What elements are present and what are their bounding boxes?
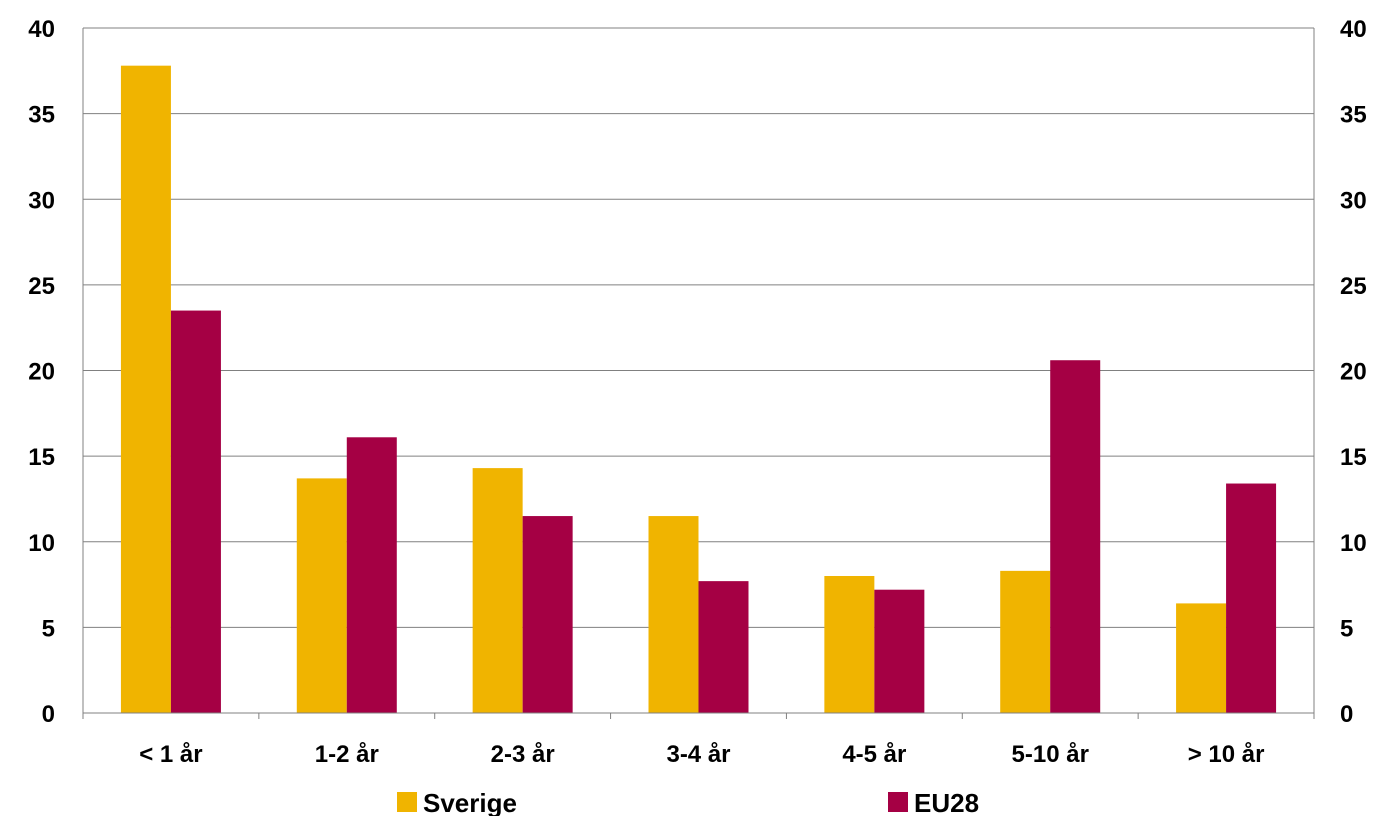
y-tick-label: 20: [28, 359, 55, 386]
bar-sverige: [1000, 570, 1051, 713]
bar-eu28: [1226, 483, 1277, 713]
y2-tick-label: 35: [1340, 102, 1367, 129]
bar-eu28: [698, 581, 749, 713]
y2-tick-label: 10: [1340, 530, 1367, 557]
y-tick-label: 40: [28, 16, 55, 43]
legend-swatch-sverige: [397, 792, 417, 812]
bar-sverige: [824, 576, 875, 713]
axes: [82, 28, 1315, 719]
x-tick-label: 3-4 år: [666, 741, 730, 768]
bar-sverige: [120, 65, 171, 714]
y-tick-label: 5: [42, 615, 55, 642]
x-tick-label: < 1 år: [139, 741, 202, 768]
gridlines: [83, 27, 1314, 628]
y-tick-label: 10: [28, 530, 55, 557]
y-axis-right: 0 5 10 15 20 25 30 35 40: [1340, 16, 1367, 728]
y-tick-label: 15: [28, 444, 55, 471]
y2-tick-label: 30: [1340, 187, 1367, 214]
bar-sverige: [1176, 603, 1227, 713]
bars: [120, 65, 1277, 714]
x-tick-label: 5-10 år: [1012, 741, 1089, 768]
bar-eu28: [874, 589, 925, 713]
legend: Sverige EU28: [397, 788, 979, 816]
y-tick-label: 30: [28, 187, 55, 214]
legend-label-eu28: EU28: [914, 788, 979, 816]
x-tick-label: 1-2 år: [315, 741, 379, 768]
x-axis: < 1 år 1-2 år 2-3 år 3-4 år 4-5 år 5-10 år > 1…: [139, 741, 1264, 768]
y2-tick-label: 5: [1340, 615, 1353, 642]
bar-eu28: [346, 437, 397, 713]
y2-tick-label: 40: [1340, 16, 1367, 43]
y2-tick-label: 15: [1340, 444, 1367, 471]
legend-swatch-eu28: [888, 792, 908, 812]
y2-tick-label: 25: [1340, 273, 1367, 300]
bar-eu28: [1050, 360, 1101, 713]
x-tick-label: > 10 år: [1188, 741, 1265, 768]
x-tick-label: 4-5 år: [842, 741, 906, 768]
bar-eu28: [522, 516, 573, 713]
bar-sverige: [648, 516, 699, 713]
y2-tick-label: 20: [1340, 359, 1367, 386]
y-tick-label: 35: [28, 102, 55, 129]
bar-sverige: [296, 478, 347, 713]
y-tick-label: 0: [42, 701, 55, 728]
bar-eu28: [170, 310, 221, 713]
y-axis-left: 0 5 10 15 20 25 30 35 40: [28, 16, 55, 728]
legend-label-sverige: Sverige: [423, 788, 517, 816]
x-tick-label: 2-3 år: [491, 741, 555, 768]
y2-tick-label: 0: [1340, 701, 1353, 728]
bar-sverige: [472, 468, 523, 713]
y-tick-label: 25: [28, 273, 55, 300]
